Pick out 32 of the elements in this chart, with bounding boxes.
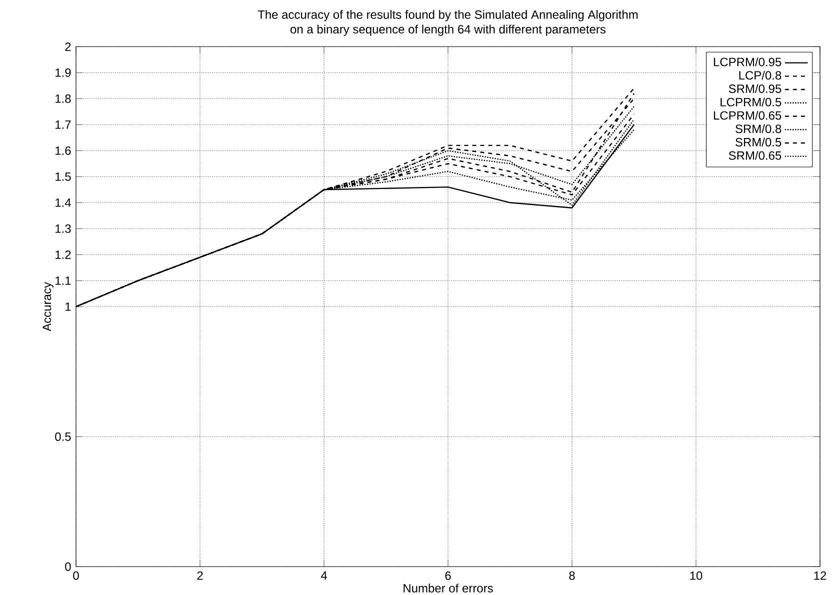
legend-label: LCP/0.8 xyxy=(739,70,782,80)
y-tick-label: 1.5 xyxy=(56,172,71,181)
x-tick-label: 2 xyxy=(197,571,203,580)
y-tick-label: 1.9 xyxy=(56,68,71,77)
chart-title: The accuracy of the results found by the Simulated Annealing Algorithm xyxy=(258,10,638,22)
y-tick-label: 1.2 xyxy=(56,250,71,259)
y-tick-label: 0.5 xyxy=(55,432,71,441)
legend-label: SRM/0.5 xyxy=(736,138,782,146)
y-tick-label: 1 xyxy=(66,302,71,311)
legend-label: SRM/0.65 xyxy=(728,150,782,160)
x-axis-title: Number of errors xyxy=(404,584,493,592)
x-tick-label: 10 xyxy=(690,571,702,580)
x-tick-label: 0 xyxy=(73,571,79,580)
x-tick-label: 8 xyxy=(569,571,575,580)
legend-label: LCPRM/0.65 xyxy=(714,110,782,120)
y-tick-label: 1.6 xyxy=(56,146,71,155)
x-tick-label: 12 xyxy=(814,571,826,580)
y-tick-label: 1.8 xyxy=(56,94,71,103)
x-tick-label: 4 xyxy=(320,571,327,580)
chart-subtitle: on a binary sequence of length 64 with different parameters xyxy=(290,24,606,36)
legend-label: LCPRM/0.95 xyxy=(714,57,782,66)
y-axis-title: Accuracy xyxy=(42,282,54,332)
x-tick-label: 6 xyxy=(445,571,451,580)
y-tick-label: 2 xyxy=(65,42,71,51)
y-tick-label: 1.4 xyxy=(56,198,71,207)
y-tick-label: 1.3 xyxy=(56,224,71,233)
y-tick-label: 1.1 xyxy=(56,276,71,285)
legend-label: SRM/0.95 xyxy=(728,84,782,93)
y-tick-label: 0 xyxy=(65,562,71,571)
y-tick-label: 1.7 xyxy=(56,120,71,129)
legend-label: SRM/0.8 xyxy=(736,124,782,134)
legend-label: LCPRM/0.5 xyxy=(720,98,782,106)
